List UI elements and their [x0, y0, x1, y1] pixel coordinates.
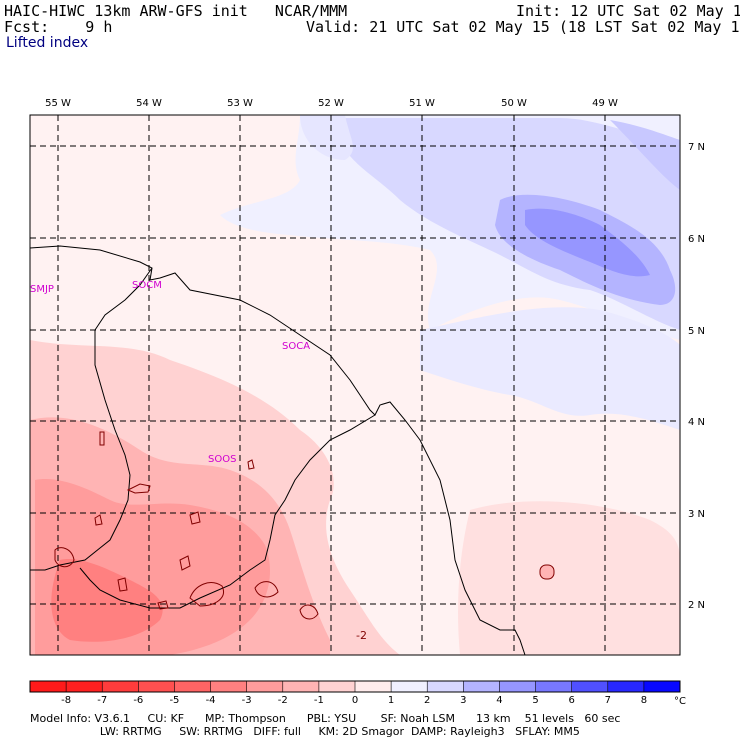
lat-label: 6 N — [688, 234, 705, 245]
colorbar-tick-label: 6 — [568, 695, 574, 706]
colorbar-tick-label: -5 — [169, 695, 179, 706]
station-label: SOOS — [208, 454, 236, 465]
init-time: Init: 12 UTC Sat 02 May 15 — [516, 2, 740, 20]
contours — [54, 431, 319, 620]
station-label: SMJP — [30, 284, 54, 295]
colorbar-bin — [427, 681, 464, 692]
colorbar-tick-label: 5 — [532, 695, 538, 706]
longitude-labels: 55 W 54 W 53 W 52 W 51 W 50 W 49 W — [45, 98, 618, 109]
colorbar-bin — [318, 681, 356, 692]
colorbar: -8 -7 -6 -5 -4 -3 -2 -1 0 1 2 3 4 5 6 7 8 — [29, 680, 681, 706]
lon-label: 51 W — [409, 98, 435, 109]
lat-label: 5 N — [688, 326, 705, 337]
contour-1 — [99, 431, 105, 446]
colorbar-tick-label: 4 — [496, 695, 502, 706]
colorbar-bin — [571, 681, 609, 692]
lon-label: 52 W — [318, 98, 344, 109]
stations: SMJP SOCM SOCA SOOS — [30, 280, 310, 465]
field-name: Lifted index — [6, 35, 89, 51]
field-zone-blue-4 — [300, 115, 353, 160]
forecast-hour: Fcst: 9 h — [4, 18, 113, 36]
colorbar-bin — [210, 681, 248, 692]
colorbar-bin — [607, 681, 645, 692]
field-zone-blue-2 — [420, 307, 680, 430]
colorbar-tick-label: -1 — [314, 695, 324, 706]
colorbar-bin — [174, 681, 212, 692]
coastline — [29, 245, 526, 656]
field-zone-pink-5 — [458, 501, 680, 655]
colorbar-bin — [355, 681, 392, 692]
lat-label: 7 N — [688, 142, 705, 153]
colorbar-tick-label: 0 — [352, 695, 358, 706]
colorbar-bin — [66, 681, 103, 692]
lifted-index-field — [30, 115, 680, 655]
colorbar-unit: °C — [674, 696, 686, 707]
colorbar-tick-label: 8 — [641, 695, 647, 706]
graticule — [30, 115, 680, 655]
field-zone-blue-7 — [610, 120, 680, 190]
contour-12 — [247, 459, 255, 470]
colorbar-tick-label: 3 — [460, 695, 466, 706]
contour-6 — [94, 514, 103, 526]
colorbar-tick-label: 1 — [388, 695, 394, 706]
map-title: HAIC-HIWC 13km ARW-GFS init NCAR/MMM — [4, 2, 348, 20]
field-zone-blue-6 — [525, 208, 650, 277]
lat-label: 2 N — [688, 600, 705, 611]
colorbar-tick-label: -2 — [278, 695, 288, 706]
colorbar-tick-label: -4 — [206, 695, 216, 706]
colorbar-bin — [30, 681, 67, 692]
contour-10 — [117, 577, 128, 592]
lon-label: 53 W — [227, 98, 253, 109]
field-zone-pink-6 — [539, 564, 555, 580]
lon-label: 55 W — [45, 98, 71, 109]
colorbar-tick-label: -7 — [97, 695, 107, 706]
colorbar-bin — [535, 681, 573, 692]
station-label: SOCA — [282, 341, 310, 352]
colorbar-tick-label: 7 — [605, 695, 611, 706]
colorbar-bin — [138, 681, 175, 692]
contour-8 — [254, 581, 279, 598]
contour-11 — [157, 600, 169, 610]
colorbar-tick-label: 2 — [424, 695, 430, 706]
colorbar-bin — [282, 681, 320, 692]
field-zone-pink-4 — [51, 559, 163, 642]
station-label: SOCM — [132, 280, 162, 291]
border-suriname-guiana — [30, 267, 153, 571]
contour-7 — [189, 582, 224, 607]
lon-label: 50 W — [501, 98, 527, 109]
colorbar-bin — [102, 681, 139, 692]
contour-9 — [299, 604, 319, 620]
colorbar-tick-label: -8 — [61, 695, 71, 706]
coastline-and-borders — [29, 245, 526, 656]
colorbar-tick-label: -6 — [133, 695, 143, 706]
colorbar-tick-label: -3 — [242, 695, 252, 706]
colorbar-bin — [463, 681, 500, 692]
contour-label: -2 — [356, 629, 367, 642]
colorbar-bin — [499, 681, 537, 692]
lat-label: 4 N — [688, 417, 705, 428]
colorbar-bin — [643, 681, 681, 692]
lon-label: 54 W — [136, 98, 162, 109]
contour-3 — [54, 547, 75, 568]
contour-4 — [189, 511, 201, 525]
colorbar-bin — [391, 681, 428, 692]
map-frame — [29, 114, 681, 656]
colorbar-bin — [246, 681, 284, 692]
lat-label: 3 N — [688, 509, 705, 520]
contour-5 — [179, 555, 191, 571]
valid-time: Valid: 21 UTC Sat 02 May 15 (18 LST Sat … — [306, 18, 740, 36]
model-info-line-1: Model Info: V3.6.1 CU: KF MP: Thompson P… — [30, 712, 621, 725]
lon-label: 49 W — [592, 98, 618, 109]
contour-2 — [126, 483, 151, 494]
model-info-line-2: LW: RRTMG SW: RRTMG DIFF: full KM: 2D Sm… — [30, 725, 580, 738]
border-guiana-brazil — [79, 414, 376, 609]
latitude-labels: 7 N 6 N 5 N 4 N 3 N 2 N — [688, 142, 705, 611]
